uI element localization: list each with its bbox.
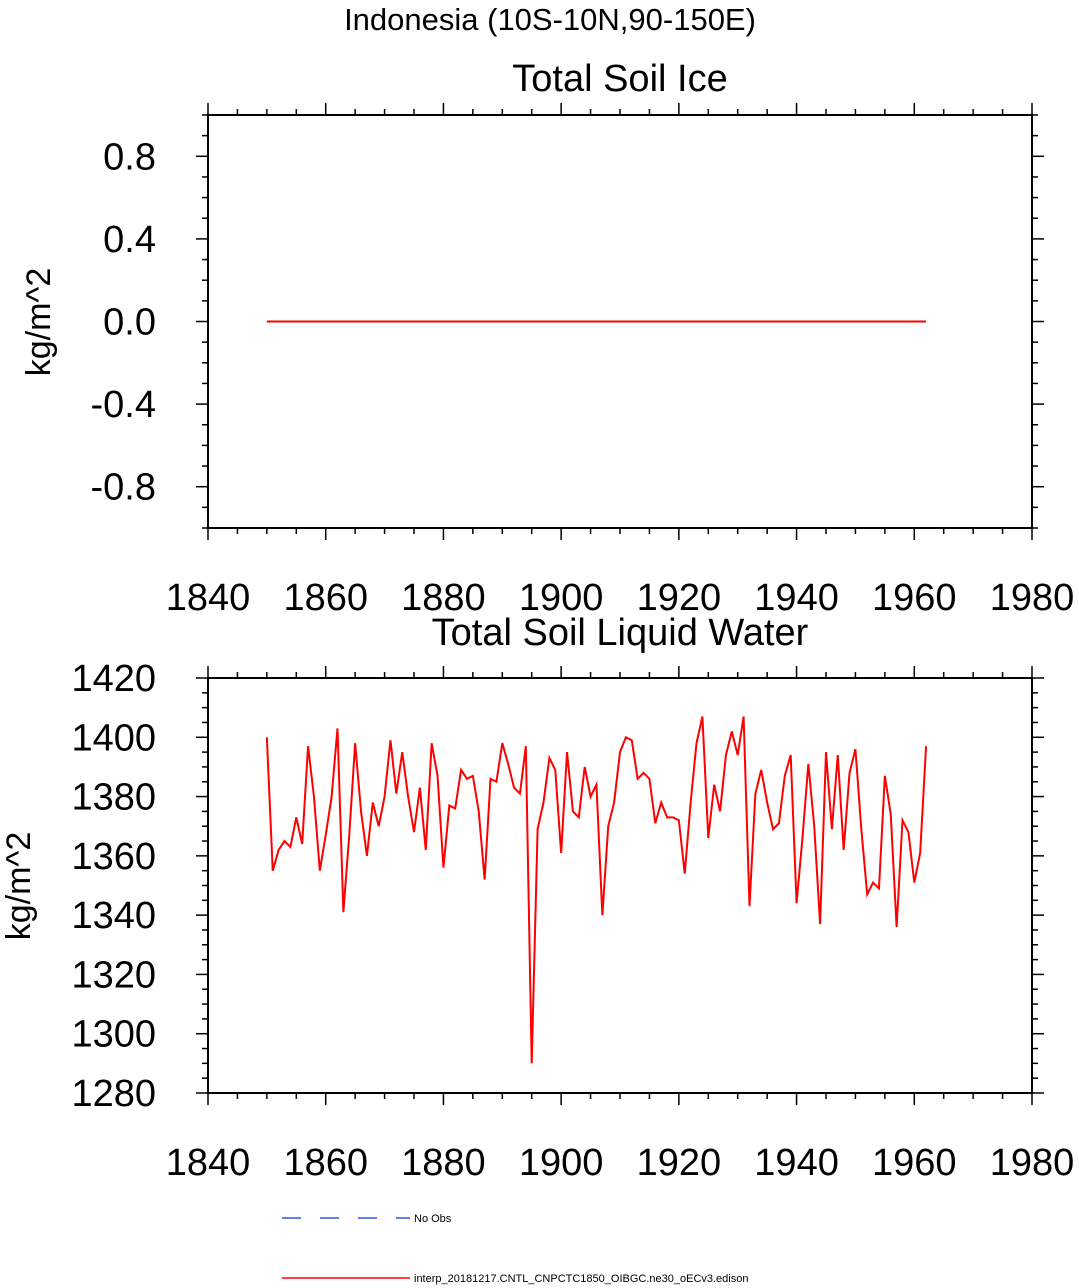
figure-title: Indonesia (10S-10N,90-150E)	[344, 2, 756, 37]
plot-frame	[207, 114, 1033, 529]
chart-title: Total Soil Liquid Water	[432, 612, 809, 654]
x-tick-label: 1880	[401, 1142, 486, 1184]
x-tick-label: 1900	[519, 577, 604, 619]
soil-liquid-water-chart: Total Soil Liquid Water kg/m^2 1840 1860 1…	[0, 612, 1074, 1184]
y-tick-label: 1400	[71, 717, 156, 759]
x-tick-label: 1840	[166, 1142, 251, 1184]
x-tick-label: 1920	[637, 1142, 722, 1184]
y-tick-label: 1280	[71, 1073, 156, 1115]
x-tick-label: 1960	[872, 577, 957, 619]
x-tick-label: 1940	[754, 577, 839, 619]
plot-frame	[207, 677, 1033, 1094]
soil-ice-chart: Total Soil Ice kg/m^2 1840 1860 1880 1900 19…	[20, 58, 1074, 619]
y-tick-label: 1320	[71, 954, 156, 996]
x-tick-label: 1980	[990, 577, 1075, 619]
y-tick-label: 1380	[71, 777, 156, 819]
chart-title: Total Soil Ice	[512, 58, 727, 100]
y-axis-label: kg/m^2	[0, 832, 38, 941]
y-tick-label: 1420	[71, 658, 156, 700]
y-tick-label: -0.4	[91, 384, 156, 426]
legend-obs-label: No Obs	[414, 1213, 452, 1225]
x-tick-label: 1860	[283, 577, 368, 619]
x-tick-label: 1860	[283, 1142, 368, 1184]
x-tick-label: 1920	[637, 577, 722, 619]
series-line	[265, 716, 928, 1064]
x-tick-label: 1880	[401, 577, 486, 619]
legend-model-label: interp_20181217.CNTL_CNPCTC1850_OIBGC.ne…	[414, 1273, 748, 1285]
x-tick-label: 1940	[754, 1142, 839, 1184]
y-tick-label: 1340	[71, 895, 156, 937]
x-tick-label: 1960	[872, 1142, 957, 1184]
y-tick-label: -0.8	[91, 467, 156, 509]
y-tick-label: 0.4	[103, 219, 156, 261]
y-tick-label: 0.0	[103, 302, 156, 344]
y-tick-label: 1360	[71, 836, 156, 878]
x-tick-label: 1980	[990, 1142, 1075, 1184]
y-tick-label: 1300	[71, 1014, 156, 1056]
y-tick-label: 0.8	[103, 136, 156, 178]
x-tick-label: 1840	[166, 577, 251, 619]
y-axis-label: kg/m^2	[20, 268, 58, 377]
x-tick-label: 1900	[519, 1142, 604, 1184]
legend: No Obs interp_20181217.CNTL_CNPCTC1850_O…	[282, 1213, 748, 1285]
